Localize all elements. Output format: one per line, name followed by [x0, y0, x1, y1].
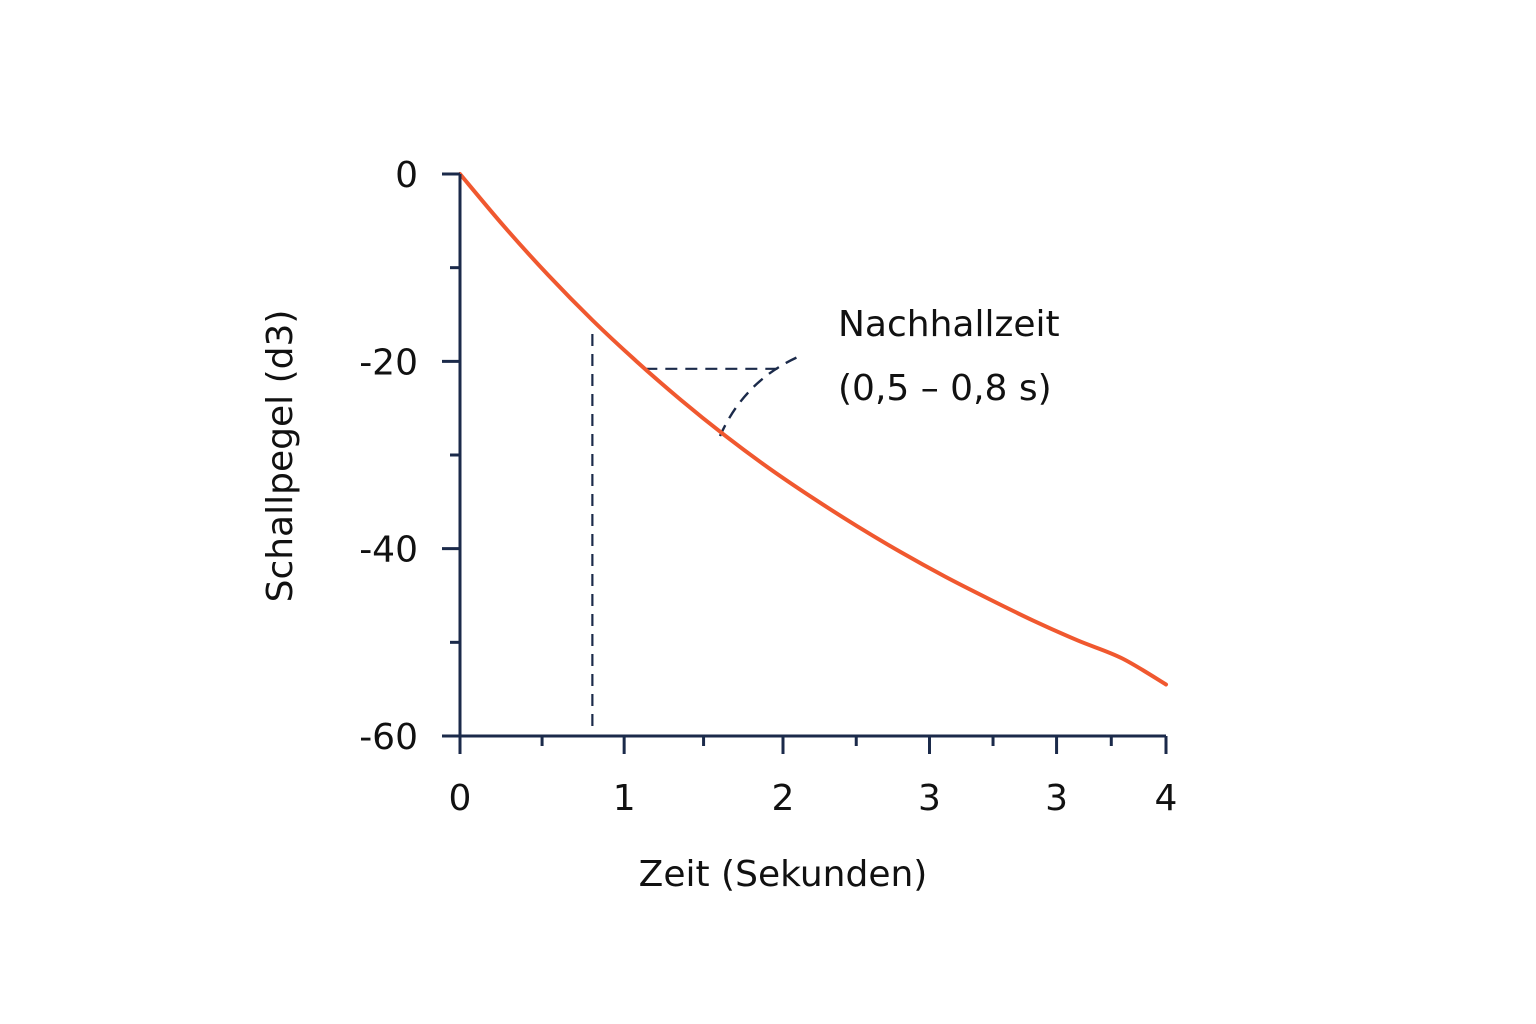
y-ticks: 0 -20 -40 -60 — [359, 155, 460, 758]
x-tick-label: 1 — [613, 778, 636, 819]
x-ticks: 0 1 2 3 3 4 — [449, 736, 1178, 819]
y-tick-label: -20 — [359, 342, 418, 383]
x-tick-label: 3 — [918, 778, 941, 819]
x-tick-label: 0 — [449, 778, 472, 819]
y-tick-label: 0 — [395, 155, 418, 196]
y-tick-label: -60 — [359, 717, 418, 758]
y-tick-label: -40 — [359, 530, 418, 571]
annotation-lines — [591, 334, 801, 728]
x-tick-label: 2 — [772, 778, 795, 819]
annotation-label-line1: Nachhallzeit — [838, 304, 1060, 345]
annotation-label-line2: (0,5 – 0,8 s) — [838, 368, 1052, 409]
x-axis-title: Zeit (Sekunden) — [639, 854, 928, 895]
decay-curve-line — [458, 172, 1168, 687]
annotation-leader-line — [718, 354, 801, 437]
x-tick-label: 3 — [1045, 778, 1068, 819]
y-axis-title: Schallpegel (d3) — [260, 310, 301, 603]
x-tick-label: 4 — [1155, 778, 1178, 819]
